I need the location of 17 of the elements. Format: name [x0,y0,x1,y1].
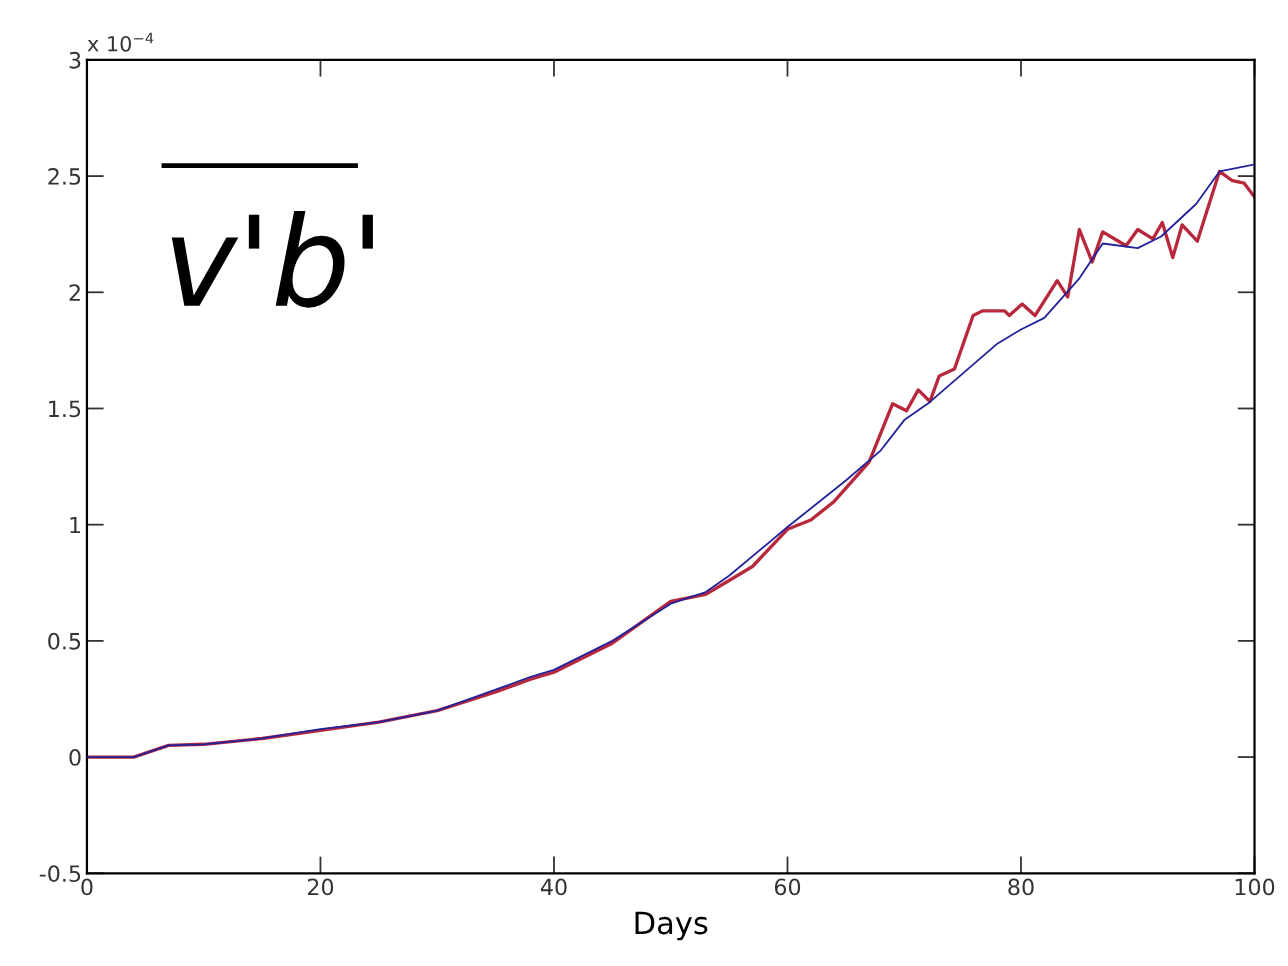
y-tick-label: 0 [69,749,81,766]
x-axis-title: Days [635,911,708,941]
y-tick-label: 0.5 [48,632,81,650]
text: x 10$^{−4}$ [87,32,154,52]
y-tick-label: 1 [70,516,81,534]
y-tick-label: 2 [69,284,80,301]
annotation: v'b' [171,210,373,308]
x-tick-label: 60 [774,878,801,896]
y-tick-label: -0.5 [39,865,81,883]
x-tick-label: 20 [307,878,334,896]
x-tick-label: 80 [1008,878,1034,896]
x-tick-label: 0 [81,878,93,896]
y-tick-label: 1.5 [49,400,81,418]
y-tick-label: 3 [69,51,81,69]
x-tick-label: 40 [540,878,567,896]
y-tick-label: 2.5 [48,168,81,185]
x-tick-label: 100 [1235,878,1275,896]
